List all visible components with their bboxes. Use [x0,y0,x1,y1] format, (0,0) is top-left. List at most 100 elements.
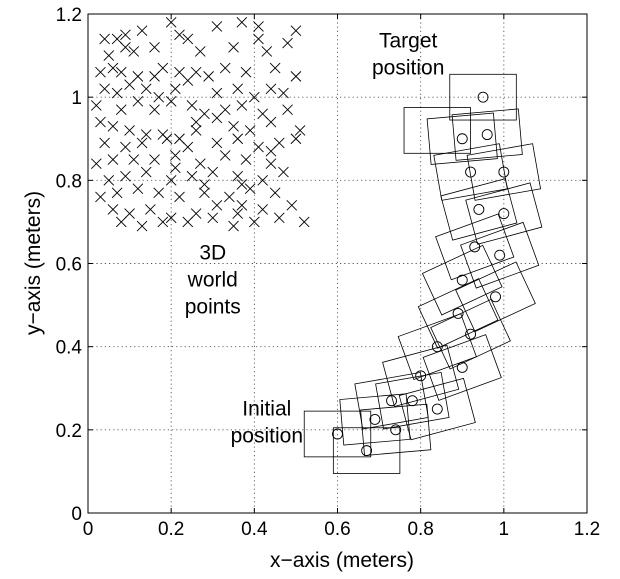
world-point-marker [120,170,131,182]
world-point-marker [203,71,214,82]
camera-center-marker [490,291,501,303]
world-point-marker [115,216,127,228]
camera-center-marker [390,424,402,436]
camera-pose-rect [430,298,511,370]
world-point-marker [149,71,160,82]
world-point-marker [132,96,144,107]
world-point-marker [273,212,285,224]
annotations: Target position 3D world points Initial positi… [185,29,445,447]
camera-center-marker [369,413,381,425]
world-point-marker [182,141,194,153]
world-point-marker [107,204,119,215]
camera-center-marker [456,133,468,145]
world-point-marker [90,100,102,111]
world-point-marker [124,79,135,91]
world-point-marker [261,46,273,57]
world-point-marker [186,100,198,111]
world-point-marker [224,191,235,203]
annotation-text: position [372,56,444,79]
x-tick-label: 0 [83,519,94,540]
world-point-marker [207,212,219,224]
world-point-marker [269,62,281,74]
world-point-marker [265,158,277,170]
world-point-marker [170,162,181,174]
world-point-marker [290,25,302,36]
world-point-marker [290,71,302,82]
camera-center-marker [465,166,477,178]
camera-pose-rect [403,107,471,154]
camera-center-marker [477,91,489,103]
world-point-marker [219,150,231,161]
camera-pose-rect [417,278,499,349]
world-point-marker [107,120,119,132]
world-point-marker [120,29,131,41]
y-tick-label: 0.8 [56,171,82,192]
world-point-marker [194,46,206,57]
world-point-marker [170,83,181,95]
world-point-marker [95,191,106,203]
camera-center-marker [452,307,464,319]
world-point-marker [211,137,223,149]
world-point-marker [120,41,131,53]
annotation-text: 3D [199,241,226,264]
camera-pose-rect [398,377,476,441]
camera-center-marker [494,249,506,261]
world-point-marker [253,21,264,32]
world-point-marker [244,125,256,136]
x-tick-label: 0.6 [324,519,350,540]
camera-pose-rect [465,182,543,245]
world-point-marker [170,150,181,161]
camera-pose-rect [426,112,498,165]
world-point-marker [111,87,123,99]
camera-pose-rect [455,261,536,333]
world-point-marker [120,141,131,153]
world-point-marker [99,83,110,95]
world-point-marker [199,187,210,199]
world-point-marker [232,170,244,182]
x-tick-label: 0.4 [241,519,268,540]
world-point-marker [211,21,223,32]
x-tick-label: 0.2 [158,519,184,540]
y-tick-label: 0.6 [56,255,82,276]
camera-center-marker [473,203,485,215]
world-point-marker [182,33,194,45]
y-tick-label: 1.2 [56,5,82,26]
world-point-marker [107,154,119,165]
x-tick-label: 0.8 [407,519,433,540]
world-point-marker [140,166,152,178]
world-point-marker [190,125,202,136]
world-point-marker [140,83,152,95]
world-point-marker [107,62,119,74]
world-point-marker [182,216,194,228]
world-point-marker [265,83,277,95]
world-point-marker [253,33,264,45]
camera-pose-rect [451,108,523,161]
camera-pose-rect [360,403,432,456]
world-point-marker [269,187,281,199]
world-point-marker [136,220,148,232]
camera-center-marker [498,208,510,220]
world-point-marker [153,91,165,103]
world-point-marker [136,25,148,36]
y-tick-label: 1 [71,88,82,109]
world-point-marker [145,204,156,215]
y-tick-label: 0.2 [56,421,82,442]
world-point-marker [286,199,298,211]
world-point-marker [140,129,152,140]
world-point-marker [99,137,110,149]
world-point-marker [99,33,110,45]
camera-pose-rect [422,334,502,401]
world-point-marker [103,50,115,61]
camera-pose-rect [303,410,372,458]
world-point-marker [219,62,231,74]
world-point-marker [236,100,248,111]
world-point-marker [115,66,127,78]
camera-center-marker [386,395,398,407]
world-point-marker [265,116,277,128]
world-point-marker [278,166,289,178]
world-point-marker [265,145,277,157]
world-point-marker [194,158,206,170]
world-point-marker [136,137,148,149]
world-point-marker [294,125,306,136]
world-point-marker [165,16,177,28]
